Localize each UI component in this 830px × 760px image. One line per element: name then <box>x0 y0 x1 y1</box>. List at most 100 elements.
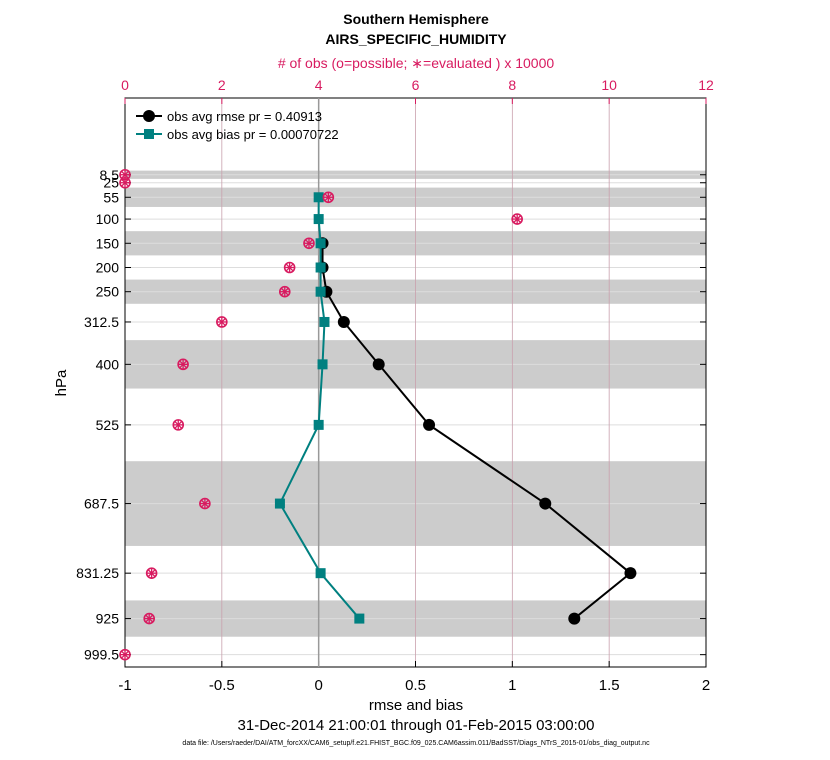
obs-possible-7 <box>216 316 228 328</box>
bias-point-4 <box>315 286 326 297</box>
x-tick-label-0: -1 <box>118 677 131 694</box>
bias-point-7 <box>313 419 324 430</box>
obs-count-markers <box>119 168 523 661</box>
x-tick-label-4: 1 <box>508 677 516 694</box>
data-file-footer: data file: /Users/raeder/DAI/ATM_forcXX/… <box>182 740 650 747</box>
obs-evaluated-stroke <box>285 263 294 272</box>
y-tick-label-8: 400 <box>96 356 120 372</box>
bias-point-3 <box>315 262 326 273</box>
x-tick-label-1: -0.5 <box>209 677 235 694</box>
legend-bias-marker <box>144 129 154 139</box>
obs-evaluated-7 <box>217 317 227 327</box>
obs-possible-6 <box>278 285 291 298</box>
obs-possible-4 <box>303 237 315 250</box>
chart-subtitle: AIRS_SPECIFIC_HUMIDITY <box>325 31 507 47</box>
x-tick-label-6: 2 <box>702 677 710 694</box>
bias-point-6 <box>317 359 328 370</box>
y-tick-label-3: 100 <box>96 211 120 227</box>
obs-evaluated-stroke <box>145 614 153 623</box>
obs-evaluated-stroke <box>121 651 129 659</box>
obs-evaluated-stroke <box>201 499 209 508</box>
legend-rmse-label: obs avg rmse pr = 0.40913 <box>167 109 322 124</box>
bias-point-0 <box>313 192 324 203</box>
bias-point-9 <box>315 568 326 579</box>
top-x-tick-label-3: 6 <box>412 77 420 93</box>
obs-evaluated-8 <box>178 359 188 369</box>
bias-point-8 <box>274 498 285 509</box>
y-tick-label-2: 55 <box>103 189 119 205</box>
bias-point-2 <box>315 238 326 249</box>
y-axis-label: hPa <box>53 369 70 396</box>
bias-point-5 <box>319 316 330 327</box>
x-tick-label-3: 0.5 <box>405 677 426 694</box>
y-tick-label-5: 200 <box>96 259 120 275</box>
x-tick-label-5: 1.5 <box>599 677 620 694</box>
top-x-tick-label-4: 8 <box>508 77 516 93</box>
obs-possible-3 <box>511 213 523 225</box>
y-tick-label-13: 999.5 <box>84 647 119 663</box>
obs-possible-12 <box>143 612 156 625</box>
y-tick-label-7: 312.5 <box>84 314 119 330</box>
date-range: 31-Dec-2014 21:00:01 through 01-Feb-2015… <box>238 717 595 734</box>
obs-evaluated-stroke <box>121 179 129 187</box>
rmse-point-4 <box>372 358 385 371</box>
top-x-tick-label-2: 4 <box>315 77 323 93</box>
legend-rmse-marker <box>143 110 155 122</box>
obs-evaluated-2 <box>323 192 333 202</box>
obs-possible-8 <box>177 358 189 371</box>
y-tick-label-1: 25 <box>103 175 119 191</box>
obs-evaluated-6 <box>280 287 290 297</box>
rmse-point-5 <box>423 418 436 431</box>
obs-possible-10 <box>199 497 211 510</box>
obs-evaluated-1 <box>120 178 130 188</box>
y-tick-label-10: 687.5 <box>84 496 119 512</box>
obs-evaluated-11 <box>147 568 157 578</box>
obs-evaluated-stroke <box>513 215 521 223</box>
obs-evaluated-10 <box>200 499 210 509</box>
x-tick-label-2: 0 <box>314 677 322 694</box>
obs-evaluated-stroke <box>179 360 187 368</box>
top-x-tick-label-6: 12 <box>698 77 714 93</box>
obs-evaluated-stroke <box>174 421 182 429</box>
obs-evaluated-4 <box>304 238 314 248</box>
obs-possible-5 <box>283 261 296 274</box>
obs-possible-9 <box>172 419 185 431</box>
x-axis-label: rmse and bias <box>369 697 463 714</box>
obs-evaluated-stroke <box>281 288 289 296</box>
y-tick-label-6: 250 <box>96 284 120 300</box>
obs-possible-13 <box>119 648 131 661</box>
top-axis-label: # of obs (o=possible; ∗=evaluated ) x 10… <box>278 55 555 71</box>
legend: obs avg rmse pr = 0.40913 obs avg bias p… <box>136 109 339 142</box>
series-lines <box>274 98 637 667</box>
obs-possible-2 <box>322 191 335 204</box>
obs-evaluated-stroke <box>305 239 313 247</box>
rmse-point-8 <box>568 612 581 625</box>
obs-evaluated-13 <box>120 650 130 660</box>
rmse-point-7 <box>624 567 637 580</box>
obs-possible-11 <box>145 567 158 579</box>
obs-evaluated-12 <box>144 614 154 624</box>
y-tick-label-11: 831.25 <box>76 565 119 581</box>
bias-point-10 <box>354 613 365 624</box>
rmse-point-6 <box>539 497 552 510</box>
obs-evaluated-stroke <box>324 193 332 201</box>
obs-evaluated-5 <box>285 262 295 272</box>
top-x-tick-label-0: 0 <box>121 77 129 93</box>
obs-evaluated-stroke <box>147 569 156 577</box>
top-x-tick-label-5: 10 <box>601 77 617 93</box>
y-tick-label-12: 925 <box>96 611 120 627</box>
obs-evaluated-stroke <box>218 318 226 326</box>
y-tick-label-0: 8.5 <box>100 167 120 183</box>
obs-possible-1 <box>119 176 131 189</box>
obs-evaluated-stroke <box>121 171 129 179</box>
y-tick-label-9: 525 <box>96 417 120 433</box>
rmse-point-3 <box>337 315 350 328</box>
chart-title: Southern Hemisphere <box>343 11 489 27</box>
top-x-tick-label-1: 2 <box>218 77 226 93</box>
y-tick-label-4: 150 <box>96 235 120 251</box>
legend-bias-label: obs avg bias pr = 0.00070722 <box>167 127 339 142</box>
obs-evaluated-3 <box>512 214 522 224</box>
obs-evaluated-9 <box>173 420 183 430</box>
